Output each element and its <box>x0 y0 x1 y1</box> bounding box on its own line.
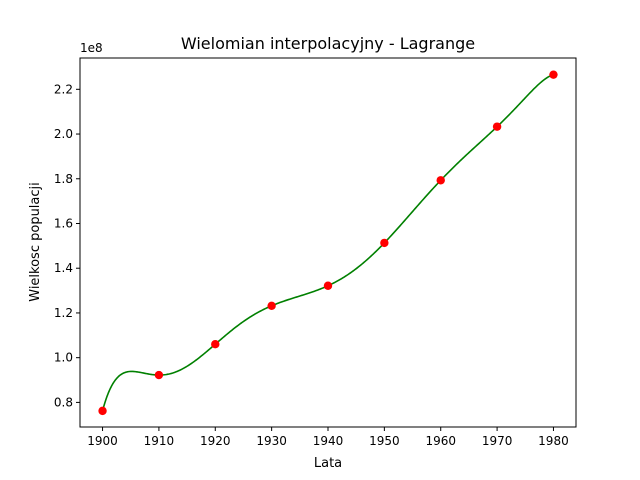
y-tick-label-1.8: 1.8 <box>54 172 73 186</box>
y-tick-label-0.8: 0.8 <box>54 395 73 409</box>
data-point-1920 <box>211 340 220 349</box>
x-tick-label-1980: 1980 <box>538 434 569 448</box>
x-tick-label-1970: 1970 <box>482 434 513 448</box>
data-point-1900 <box>98 406 107 416</box>
x-tick-label-1910: 1910 <box>144 434 175 448</box>
data-point-1960 <box>436 176 445 185</box>
x-tick-label-1900: 1900 <box>87 434 118 448</box>
data-point-1950 <box>380 238 389 248</box>
y-tick-label-2.0: 2.0 <box>54 127 73 141</box>
y-axis-offset-label: 1e8 <box>80 41 103 55</box>
y-axis-label: Wielkosc populacji <box>28 182 43 302</box>
data-point-1940 <box>323 281 333 290</box>
y-tick-label-1.0: 1.0 <box>54 351 73 365</box>
y-tick-label-1.2: 1.2 <box>54 306 73 320</box>
x-tick-label-1960: 1960 <box>425 434 456 448</box>
chart-title: Wielomian interpolacyjny - Lagrange <box>181 34 475 53</box>
y-tick-label-2.2: 2.2 <box>54 82 73 96</box>
x-tick-label-1930: 1930 <box>256 434 287 448</box>
x-tick-label-1940: 1940 <box>313 434 344 448</box>
y-tick-label-1.4: 1.4 <box>54 261 73 275</box>
data-point-1970 <box>492 122 502 131</box>
plot-area: 1900 1910 1920 1930 1940 1950 1960 1970 1980 0.8 1… <box>54 57 577 448</box>
x-axis-label: Lata <box>314 456 342 471</box>
data-point-1980 <box>549 70 558 79</box>
x-tick-label-1920: 1920 <box>200 434 231 448</box>
y-tick-label-1.6: 1.6 <box>54 216 73 230</box>
data-point-1930 <box>267 301 276 310</box>
x-tick-label-1950: 1950 <box>369 434 400 448</box>
data-point-1910 <box>154 370 164 380</box>
